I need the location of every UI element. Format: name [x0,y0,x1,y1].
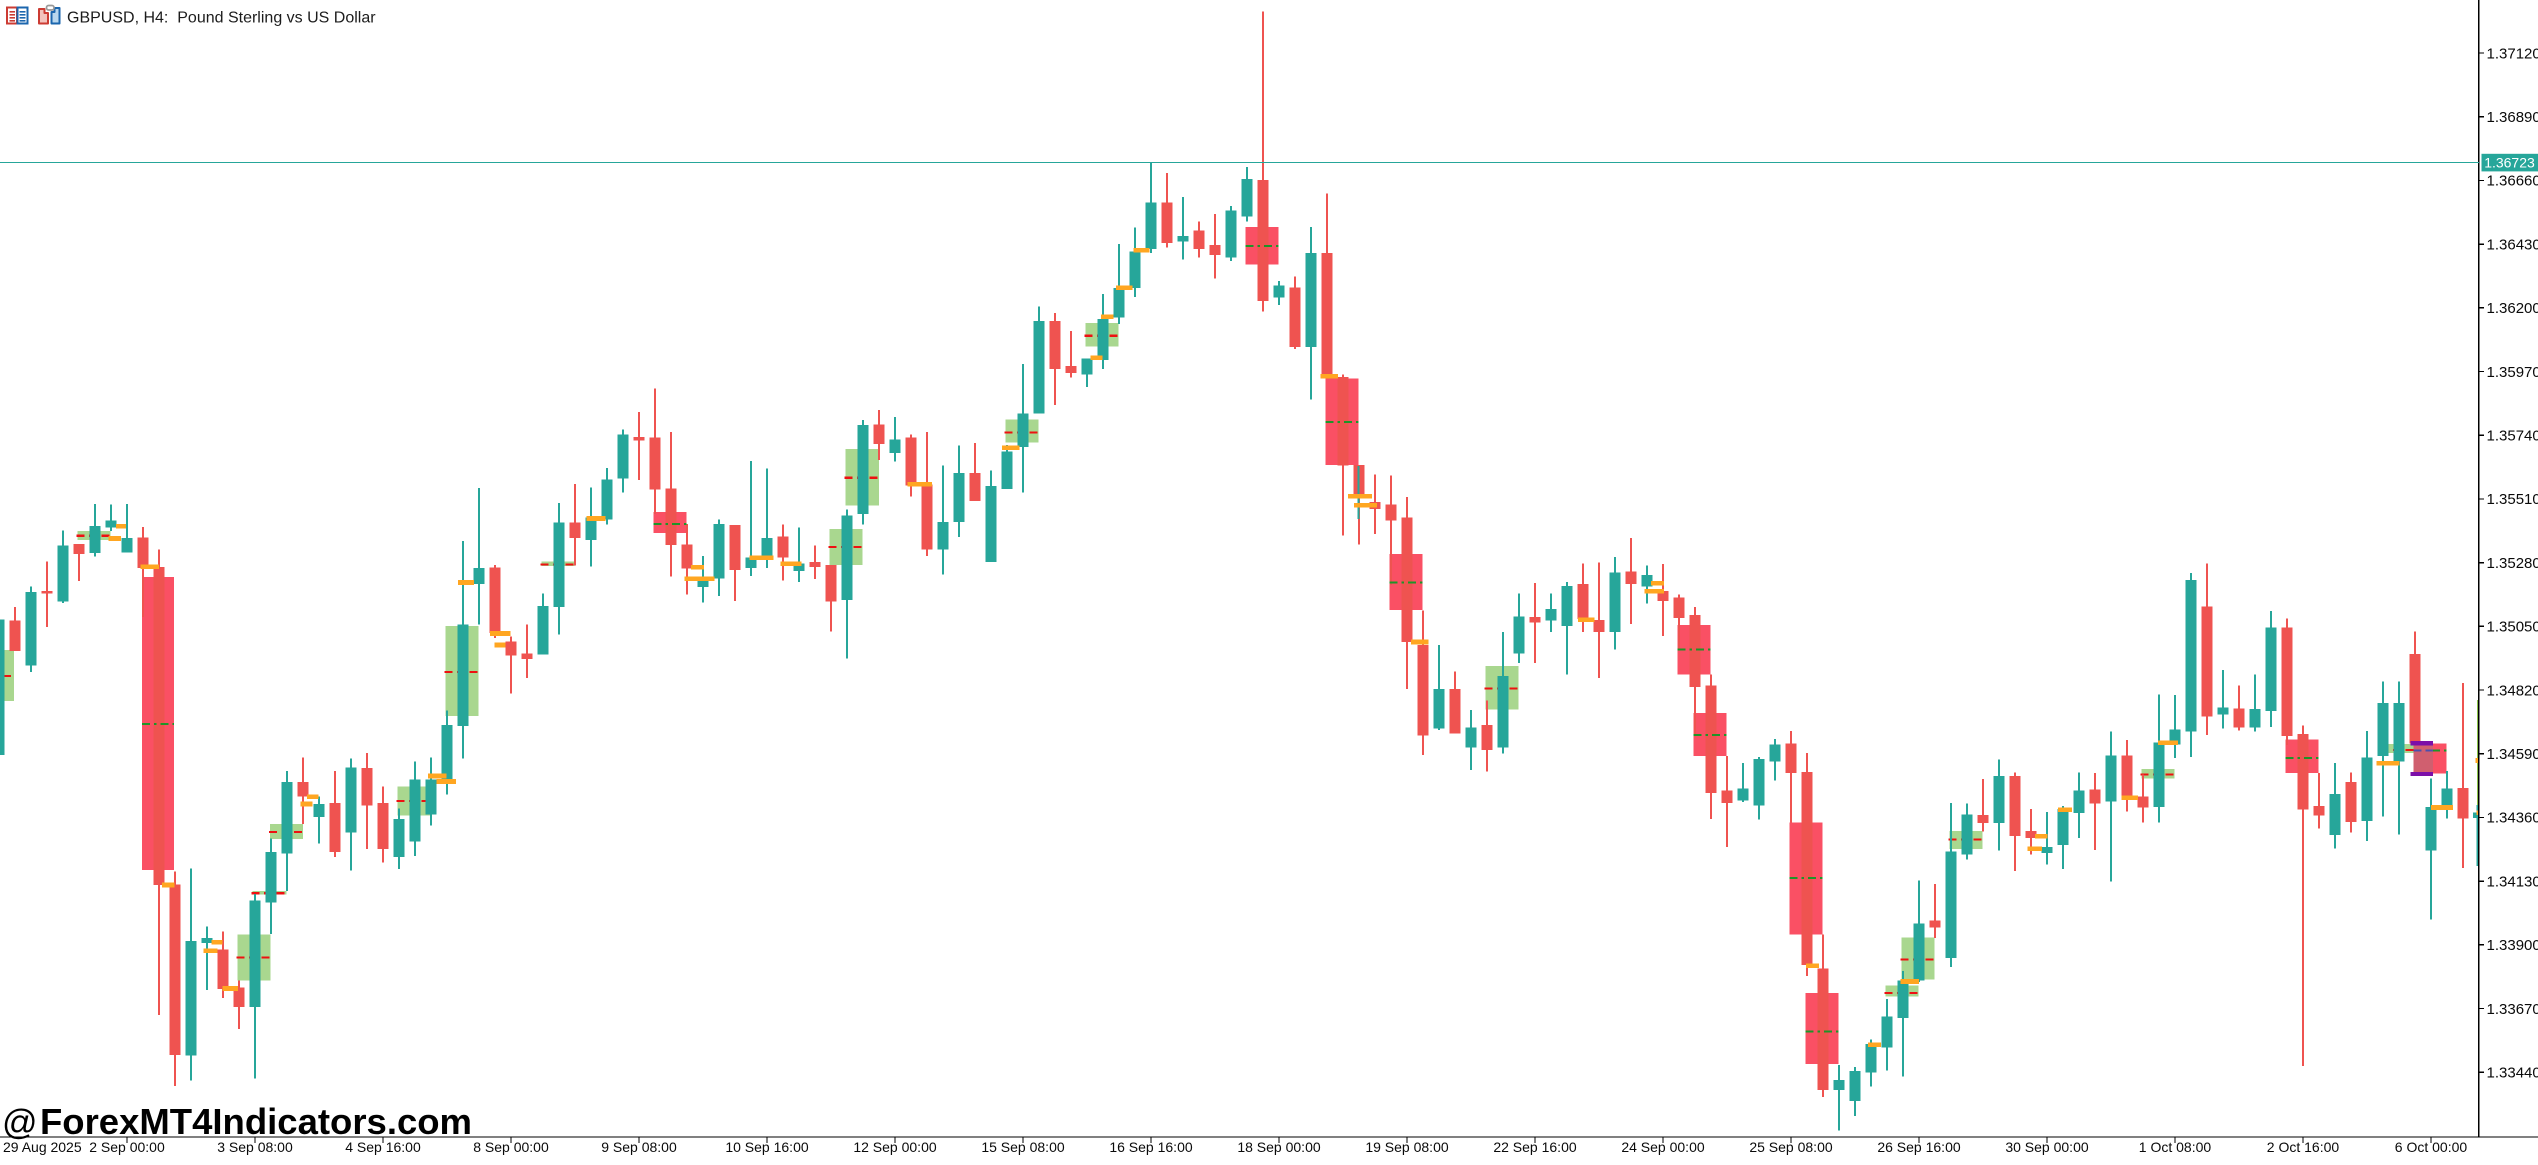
svg-text:1.35050: 1.35050 [2487,619,2538,636]
svg-text:2 Oct 16:00: 2 Oct 16:00 [2267,1139,2340,1155]
svg-text:1.37120: 1.37120 [2487,45,2538,62]
svg-text:12 Sep 00:00: 12 Sep 00:00 [853,1139,937,1155]
svg-text:GBPUSD, H4: Pound Sterling vs: GBPUSD, H4: Pound Sterling vs US Dollar [67,10,376,27]
svg-text:15 Sep 08:00: 15 Sep 08:00 [981,1139,1065,1155]
svg-text:1.33900: 1.33900 [2487,937,2538,954]
svg-text:24 Sep 00:00: 24 Sep 00:00 [1621,1139,1705,1155]
svg-text:10 Sep 16:00: 10 Sep 16:00 [725,1139,809,1155]
svg-text:1.34590: 1.34590 [2487,746,2538,763]
svg-text:6 Oct 00:00: 6 Oct 00:00 [2395,1139,2468,1155]
svg-text:1.36200: 1.36200 [2487,300,2538,317]
svg-text:1.35510: 1.35510 [2487,491,2538,508]
svg-text:1.34130: 1.34130 [2487,873,2538,890]
svg-text:26 Sep 16:00: 26 Sep 16:00 [1877,1139,1961,1155]
svg-text:1.36660: 1.36660 [2487,173,2538,190]
svg-text:@: @ [2,1103,38,1142]
svg-text:18 Sep 00:00: 18 Sep 00:00 [1237,1139,1321,1155]
svg-text:19 Sep 08:00: 19 Sep 08:00 [1365,1139,1449,1155]
svg-text:1.36430: 1.36430 [2487,236,2538,253]
svg-text:1 Oct 08:00: 1 Oct 08:00 [2139,1139,2212,1155]
svg-text:1.36723: 1.36723 [2484,155,2535,171]
svg-text:9 Sep 08:00: 9 Sep 08:00 [601,1139,677,1155]
svg-text:22 Sep 16:00: 22 Sep 16:00 [1493,1139,1577,1155]
svg-text:8 Sep 00:00: 8 Sep 00:00 [473,1139,549,1155]
svg-text:1.33440: 1.33440 [2487,1065,2538,1082]
svg-text:1.35740: 1.35740 [2487,428,2538,445]
svg-text:25 Sep 08:00: 25 Sep 08:00 [1749,1139,1833,1155]
svg-text:ForexMT4Indicators.com: ForexMT4Indicators.com [40,1101,472,1142]
svg-text:16 Sep 16:00: 16 Sep 16:00 [1109,1139,1193,1155]
svg-text:30 Sep 00:00: 30 Sep 00:00 [2005,1139,2089,1155]
svg-text:1.34820: 1.34820 [2487,682,2538,699]
svg-text:1.36890: 1.36890 [2487,109,2538,126]
svg-text:1.35280: 1.35280 [2487,555,2538,572]
svg-text:1.34360: 1.34360 [2487,810,2538,827]
svg-text:1.33670: 1.33670 [2487,1001,2538,1018]
svg-text:1.35970: 1.35970 [2487,364,2538,381]
